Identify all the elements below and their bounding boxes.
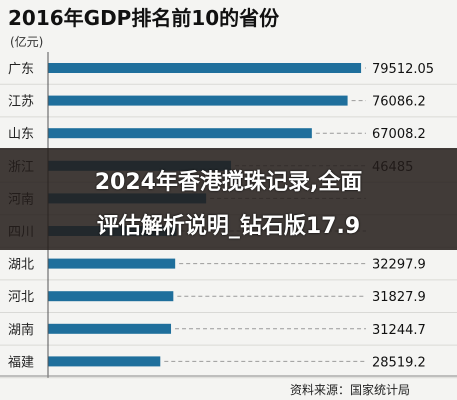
bar — [48, 258, 176, 269]
bar — [48, 291, 174, 302]
overlay-banner — [0, 148, 457, 250]
overlay-headline-2: 评估解析说明_钻石版17.9 — [96, 214, 361, 239]
value-label: 31827.9 — [372, 290, 426, 305]
bar — [48, 95, 348, 106]
bar — [48, 63, 362, 73]
category-label: 湖北 — [8, 258, 34, 273]
source-note: 资料来源：国家统计局 — [290, 383, 411, 397]
category-label: 江苏 — [8, 94, 34, 110]
category-label: 广东 — [8, 62, 34, 77]
chart-title: 2016年GDP排名前10的省份 — [8, 6, 280, 30]
bar — [48, 128, 312, 139]
overlay-headline-1: 2024年香港搅珠记录,全面 — [94, 170, 363, 195]
value-label: 28519.2 — [372, 355, 426, 370]
category-label: 福建 — [8, 355, 34, 370]
unit-label: (亿元) — [10, 35, 44, 49]
category-label: 湖南 — [8, 322, 34, 338]
category-label: 山东 — [8, 127, 34, 142]
value-label: 67008.2 — [372, 127, 426, 142]
bar — [48, 323, 172, 334]
value-label: 31244.7 — [372, 323, 426, 338]
bar — [48, 356, 161, 367]
value-label: 79512.05 — [372, 62, 434, 77]
value-label: 76086.2 — [372, 95, 426, 110]
category-label: 河北 — [8, 290, 34, 305]
value-label: 32297.9 — [372, 258, 426, 273]
